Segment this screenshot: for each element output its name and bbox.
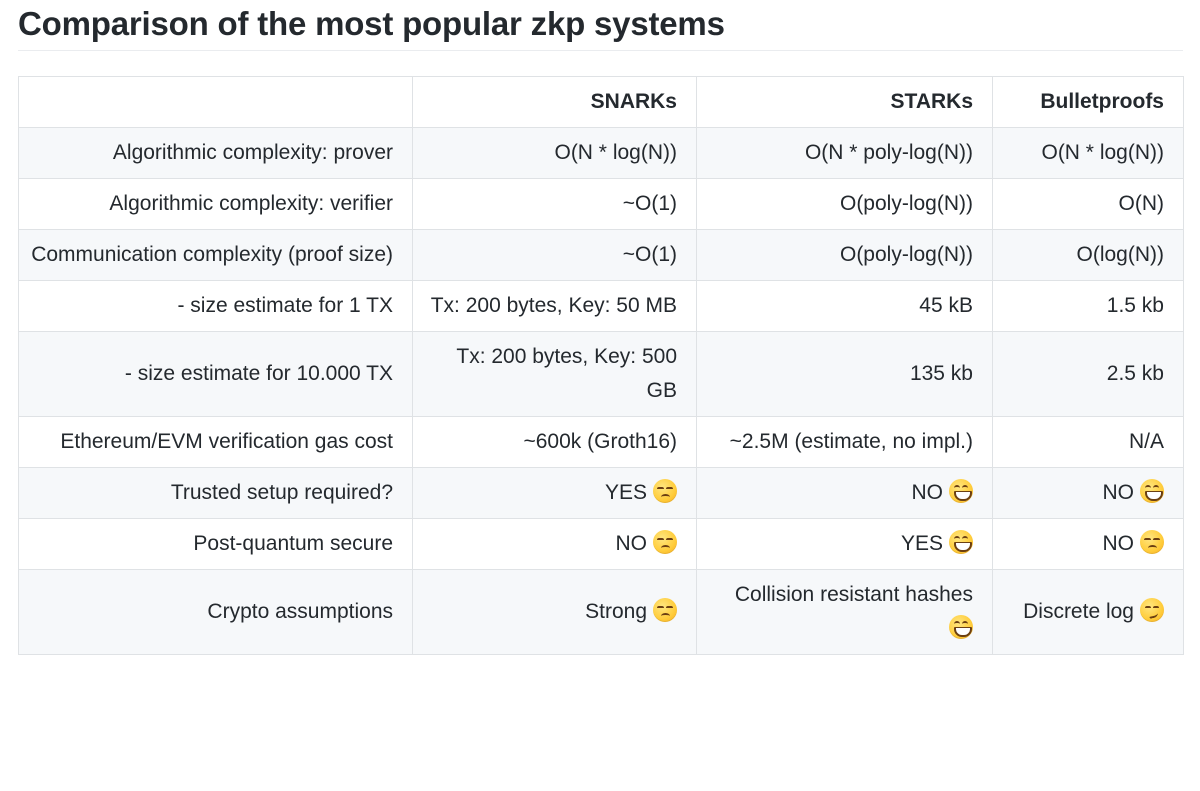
unamused-face-icon <box>1140 530 1164 554</box>
header-cell-empty <box>18 76 413 128</box>
cell-bulletproofs: 1.5 kb <box>992 280 1184 332</box>
unamused-face-icon <box>653 479 677 503</box>
table-row: Trusted setup required? YES NO NO <box>18 467 1184 519</box>
cell-bulletproofs: 2.5 kb <box>992 331 1184 417</box>
unamused-face-icon <box>653 530 677 554</box>
cell-text: 45 kB <box>919 294 973 317</box>
cell-text: Tx: 200 bytes, Key: 500 GB <box>456 345 677 402</box>
cell-text: O(N) <box>1118 192 1165 215</box>
table-row: Algorithmic complexity: prover O(N * log(… <box>18 127 1184 179</box>
grinning-face-icon <box>949 615 973 639</box>
grinning-face-icon <box>949 530 973 554</box>
table-row: Post-quantum secure NO YES NO <box>18 518 1184 570</box>
cell-snarks: ~O(1) <box>412 178 697 230</box>
page-title: Comparison of the most popular zkp syste… <box>18 5 725 42</box>
cell-text: N/A <box>1128 430 1164 453</box>
cell-text: ~O(1) <box>622 243 677 266</box>
table-row: - size estimate for 10.000 TX Tx: 200 byt… <box>18 331 1184 417</box>
cell-snarks: YES <box>412 467 697 519</box>
cell-text: YES <box>900 532 943 555</box>
cell-bulletproofs: NO <box>992 467 1184 519</box>
table-row: Communication complexity (proof size) ~O(… <box>18 229 1184 281</box>
cell-text: NO <box>615 532 648 555</box>
comparison-table: SNARKs STARKs Bulletproofs Algorithmic c… <box>18 76 1184 655</box>
cell-text: YES <box>604 481 647 504</box>
cell-snarks: Tx: 200 bytes, Key: 50 MB <box>412 280 697 332</box>
cell-text: NO <box>1102 532 1135 555</box>
cell-snarks: NO <box>412 518 697 570</box>
row-label: - size estimate for 10.000 TX <box>18 331 413 417</box>
cell-bulletproofs: O(N * log(N)) <box>992 127 1184 179</box>
cell-text: ~O(1) <box>622 192 677 215</box>
cell-text: 2.5 kb <box>1106 362 1164 385</box>
cell-text: 135 kb <box>909 362 973 385</box>
cell-bulletproofs: NO <box>992 518 1184 570</box>
header-cell-bulletproofs: Bulletproofs <box>992 76 1184 128</box>
unamused-face-icon <box>653 598 677 622</box>
cell-starks: NO <box>696 467 993 519</box>
cell-snarks: ~O(1) <box>412 229 697 281</box>
cell-starks: ~2.5M (estimate, no impl.) <box>696 416 993 468</box>
table-body: Algorithmic complexity: prover O(N * log(… <box>18 127 1184 655</box>
cell-bulletproofs: N/A <box>992 416 1184 468</box>
cell-snarks: Tx: 200 bytes, Key: 500 GB <box>412 331 697 417</box>
cell-text: NO <box>911 481 944 504</box>
cell-text: NO <box>1102 481 1135 504</box>
cell-text: O(poly-log(N)) <box>839 192 973 215</box>
cell-snarks: O(N * log(N)) <box>412 127 697 179</box>
header-cell-snarks: SNARKs <box>412 76 697 128</box>
cell-starks: 45 kB <box>696 280 993 332</box>
row-label: - size estimate for 1 TX <box>18 280 413 332</box>
cell-starks: Collision resistant hashes <box>696 569 993 655</box>
cell-text: O(log(N)) <box>1076 243 1165 266</box>
cell-starks: O(poly-log(N)) <box>696 229 993 281</box>
cell-text: ~600k (Groth16) <box>523 430 677 453</box>
table-row: Ethereum/EVM verification gas cost ~600k … <box>18 416 1184 468</box>
smirking-face-icon <box>1140 598 1164 622</box>
cell-text: Collision resistant hashes <box>734 583 973 606</box>
row-label: Trusted setup required? <box>18 467 413 519</box>
row-label: Post-quantum secure <box>18 518 413 570</box>
row-label: Ethereum/EVM verification gas cost <box>18 416 413 468</box>
cell-text: O(poly-log(N)) <box>839 243 973 266</box>
table-row: Algorithmic complexity: verifier ~O(1) O(p… <box>18 178 1184 230</box>
title-divider <box>18 50 1183 51</box>
table-row: Crypto assumptions Strong Collision resist… <box>18 569 1184 655</box>
cell-starks: YES <box>696 518 993 570</box>
cell-text: ~2.5M (estimate, no impl.) <box>729 430 973 453</box>
cell-text: O(N * log(N)) <box>554 141 677 164</box>
cell-text: O(N * log(N)) <box>1041 141 1164 164</box>
grinning-face-icon <box>949 479 973 503</box>
cell-bulletproofs: O(log(N)) <box>992 229 1184 281</box>
cell-text: O(N * poly-log(N)) <box>804 141 973 164</box>
cell-text: Strong <box>585 600 647 623</box>
cell-text: Discrete log <box>1023 600 1134 623</box>
cell-text: 1.5 kb <box>1106 294 1164 317</box>
row-label: Algorithmic complexity: prover <box>18 127 413 179</box>
table-header-row: SNARKs STARKs Bulletproofs <box>18 76 1184 128</box>
cell-snarks: ~600k (Groth16) <box>412 416 697 468</box>
cell-bulletproofs: Discrete log <box>992 569 1184 655</box>
cell-starks: 135 kb <box>696 331 993 417</box>
row-label: Communication complexity (proof size) <box>18 229 413 281</box>
table-row: - size estimate for 1 TX Tx: 200 bytes, K… <box>18 280 1184 332</box>
row-label: Crypto assumptions <box>18 569 413 655</box>
header-cell-starks: STARKs <box>696 76 993 128</box>
grinning-face-icon <box>1140 479 1164 503</box>
cell-text: Tx: 200 bytes, Key: 50 MB <box>430 294 677 317</box>
cell-bulletproofs: O(N) <box>992 178 1184 230</box>
cell-snarks: Strong <box>412 569 697 655</box>
row-label: Algorithmic complexity: verifier <box>18 178 413 230</box>
cell-starks: O(N * poly-log(N)) <box>696 127 993 179</box>
cell-starks: O(poly-log(N)) <box>696 178 993 230</box>
